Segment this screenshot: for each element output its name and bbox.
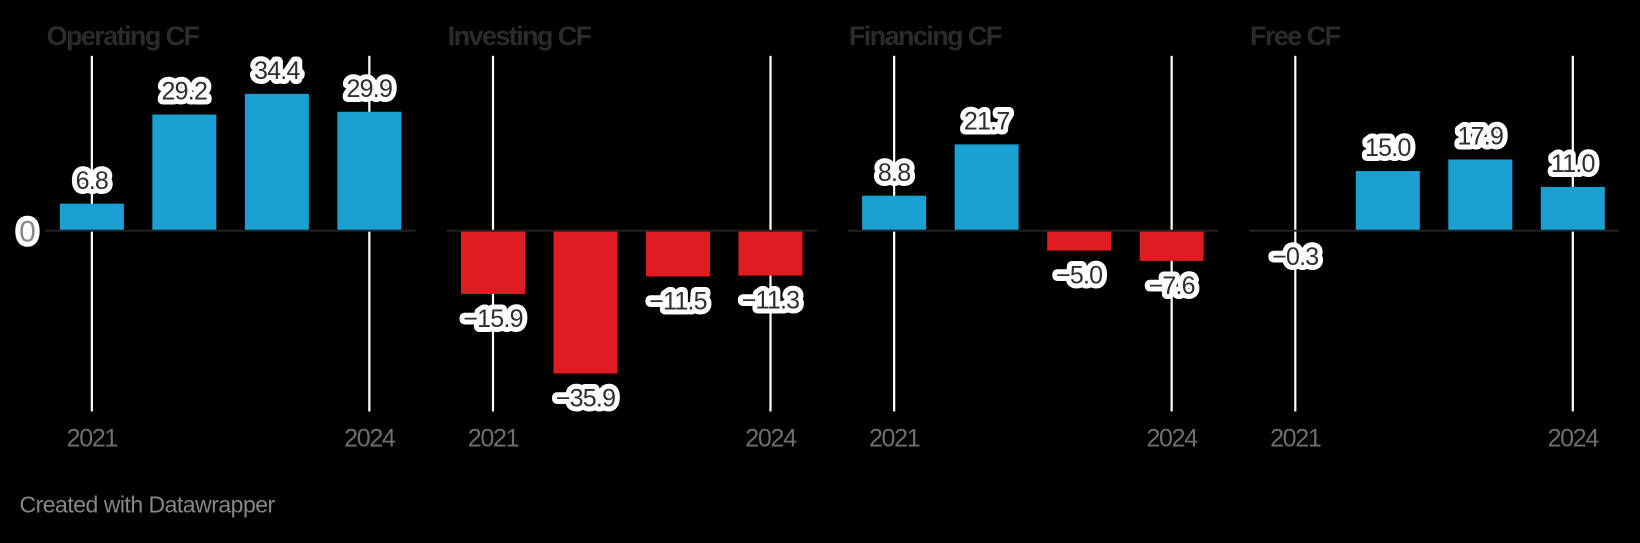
svg-text:8.8: 8.8	[878, 159, 911, 187]
svg-text:34.4: 34.4	[254, 57, 301, 85]
svg-text:0: 0	[19, 216, 36, 249]
svg-text:2024: 2024	[1548, 424, 1600, 452]
svg-text:−11.3: −11.3	[742, 287, 800, 315]
svg-text:11.0: 11.0	[1551, 150, 1595, 178]
svg-text:2021: 2021	[869, 424, 920, 452]
svg-text:Financing CF: Financing CF	[849, 21, 1002, 51]
svg-text:Created with Datawrapper: Created with Datawrapper	[20, 491, 276, 517]
svg-text:−0.3: −0.3	[1272, 243, 1318, 271]
svg-text:2024: 2024	[1146, 424, 1198, 452]
svg-text:−5.0: −5.0	[1056, 261, 1102, 289]
svg-text:15.0: 15.0	[1365, 134, 1411, 162]
svg-text:2021: 2021	[67, 424, 118, 452]
svg-text:2024: 2024	[344, 424, 396, 452]
svg-text:Operating CF: Operating CF	[47, 21, 200, 51]
svg-text:2021: 2021	[1270, 424, 1321, 452]
svg-text:21.7: 21.7	[964, 108, 1010, 136]
svg-text:Investing CF: Investing CF	[448, 21, 592, 51]
svg-text:6.8: 6.8	[76, 167, 109, 195]
svg-text:−15.9: −15.9	[463, 305, 523, 333]
svg-text:−35.9: −35.9	[556, 384, 616, 412]
svg-text:17.9: 17.9	[1457, 123, 1503, 151]
svg-text:2024: 2024	[745, 424, 797, 452]
svg-text:2021: 2021	[468, 424, 519, 452]
svg-text:−11.5: −11.5	[649, 287, 707, 315]
svg-text:Free CF: Free CF	[1250, 21, 1340, 51]
svg-text:29.9: 29.9	[347, 75, 393, 103]
svg-text:−7.6: −7.6	[1148, 272, 1194, 300]
svg-text:29.2: 29.2	[162, 78, 208, 106]
